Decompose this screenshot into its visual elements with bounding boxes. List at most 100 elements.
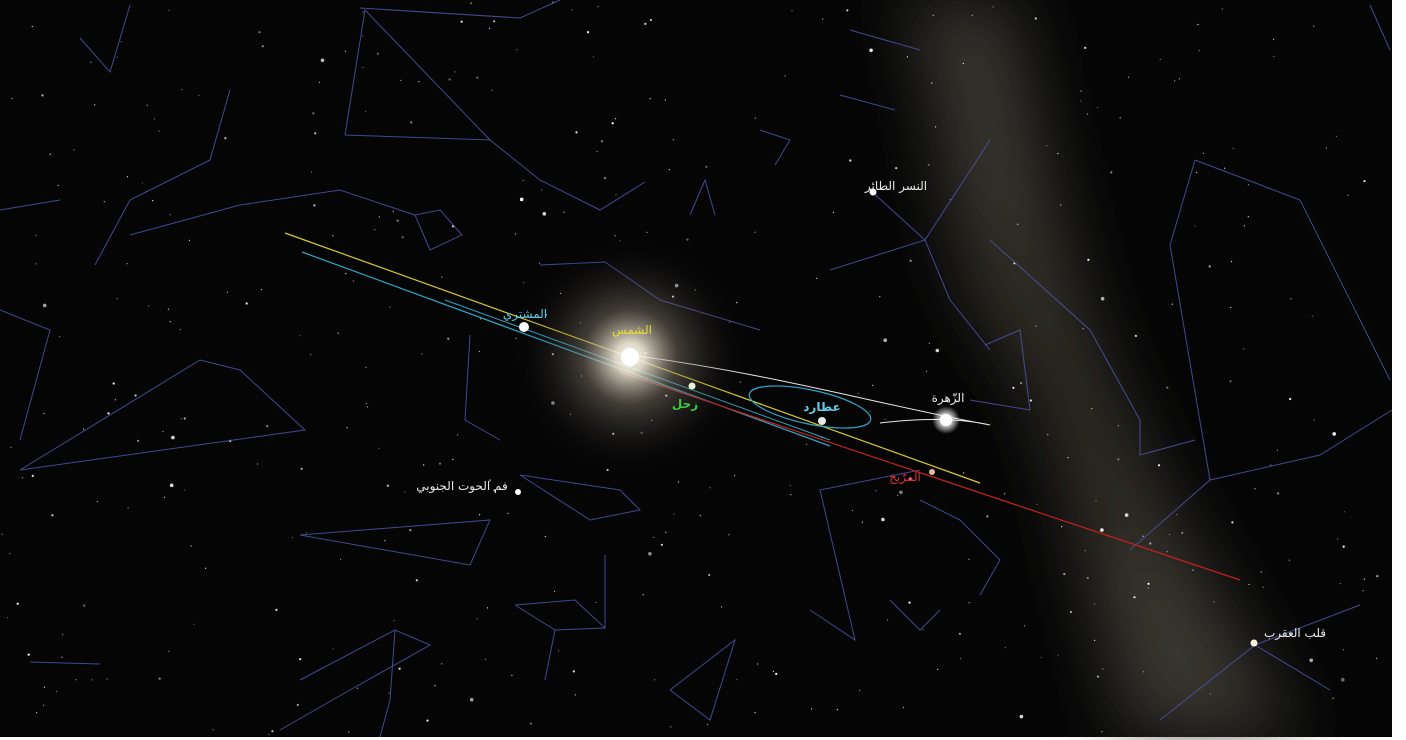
star bbox=[1254, 488, 1256, 490]
star bbox=[571, 9, 573, 11]
star bbox=[1332, 697, 1334, 699]
star bbox=[441, 276, 443, 278]
star bbox=[205, 567, 207, 569]
star bbox=[365, 366, 367, 368]
star bbox=[859, 690, 861, 692]
star bbox=[574, 694, 576, 696]
star bbox=[572, 670, 575, 673]
star bbox=[1100, 528, 1104, 532]
star bbox=[600, 140, 604, 143]
star bbox=[314, 132, 317, 135]
star bbox=[1159, 58, 1161, 61]
star bbox=[447, 337, 450, 340]
star bbox=[960, 658, 962, 660]
star bbox=[1084, 46, 1087, 50]
star bbox=[902, 706, 905, 709]
star bbox=[41, 94, 44, 97]
star bbox=[51, 514, 54, 517]
star bbox=[469, 697, 474, 702]
star bbox=[271, 730, 274, 733]
star bbox=[62, 634, 64, 636]
star bbox=[212, 729, 214, 731]
star bbox=[6, 617, 9, 619]
star bbox=[163, 496, 166, 498]
star bbox=[484, 658, 486, 660]
star bbox=[895, 167, 898, 170]
star bbox=[184, 489, 186, 491]
star bbox=[374, 229, 376, 231]
star bbox=[649, 98, 651, 100]
star bbox=[457, 434, 459, 436]
star bbox=[470, 2, 473, 5]
star bbox=[340, 558, 342, 561]
star bbox=[971, 14, 973, 16]
sun bbox=[621, 348, 639, 366]
star bbox=[257, 463, 259, 465]
star bbox=[1061, 526, 1063, 528]
star bbox=[522, 179, 524, 182]
star bbox=[728, 534, 730, 536]
star bbox=[1166, 386, 1169, 389]
mercury bbox=[818, 417, 826, 425]
star bbox=[1149, 542, 1152, 545]
star bbox=[926, 370, 928, 372]
star bbox=[396, 219, 399, 222]
star bbox=[772, 670, 775, 673]
star bbox=[1017, 223, 1019, 225]
sun-label: الشمس bbox=[612, 323, 652, 338]
star bbox=[1197, 23, 1199, 26]
star bbox=[932, 14, 934, 16]
star bbox=[816, 277, 818, 279]
star bbox=[398, 667, 401, 670]
star bbox=[587, 30, 590, 34]
star bbox=[181, 88, 183, 91]
star bbox=[106, 678, 108, 680]
star bbox=[43, 412, 45, 415]
star bbox=[426, 719, 429, 722]
star bbox=[266, 425, 269, 428]
star bbox=[734, 474, 736, 477]
star bbox=[1273, 55, 1275, 57]
star bbox=[968, 558, 970, 560]
star bbox=[1034, 17, 1037, 20]
star bbox=[1342, 649, 1345, 651]
star bbox=[754, 231, 756, 233]
star bbox=[784, 75, 786, 77]
star bbox=[1337, 538, 1339, 540]
star bbox=[1192, 569, 1194, 571]
star bbox=[21, 477, 24, 479]
star bbox=[146, 104, 148, 106]
star bbox=[709, 487, 711, 489]
star bbox=[906, 56, 909, 58]
star bbox=[183, 417, 186, 420]
star bbox=[448, 78, 451, 81]
star bbox=[224, 137, 227, 140]
star bbox=[1231, 521, 1234, 524]
star bbox=[1168, 534, 1171, 536]
star bbox=[791, 10, 793, 12]
antares-label: قلب العقرب bbox=[1264, 626, 1326, 641]
star bbox=[362, 66, 364, 69]
star bbox=[614, 118, 617, 120]
star bbox=[1313, 419, 1315, 421]
jupiter bbox=[519, 322, 529, 332]
star bbox=[489, 27, 491, 30]
star bbox=[488, 479, 492, 482]
star bbox=[1276, 449, 1278, 451]
star bbox=[1082, 328, 1084, 330]
star bbox=[310, 171, 313, 173]
star bbox=[1040, 656, 1042, 658]
star bbox=[1342, 545, 1345, 548]
star bbox=[789, 484, 791, 487]
star bbox=[670, 726, 672, 728]
star bbox=[1084, 550, 1086, 552]
star bbox=[523, 282, 525, 284]
star bbox=[1087, 113, 1089, 115]
star bbox=[806, 443, 808, 445]
star bbox=[1094, 639, 1096, 642]
star bbox=[552, 1, 554, 3]
star bbox=[153, 118, 155, 120]
star bbox=[116, 56, 118, 58]
star bbox=[421, 353, 423, 355]
star bbox=[861, 521, 864, 523]
